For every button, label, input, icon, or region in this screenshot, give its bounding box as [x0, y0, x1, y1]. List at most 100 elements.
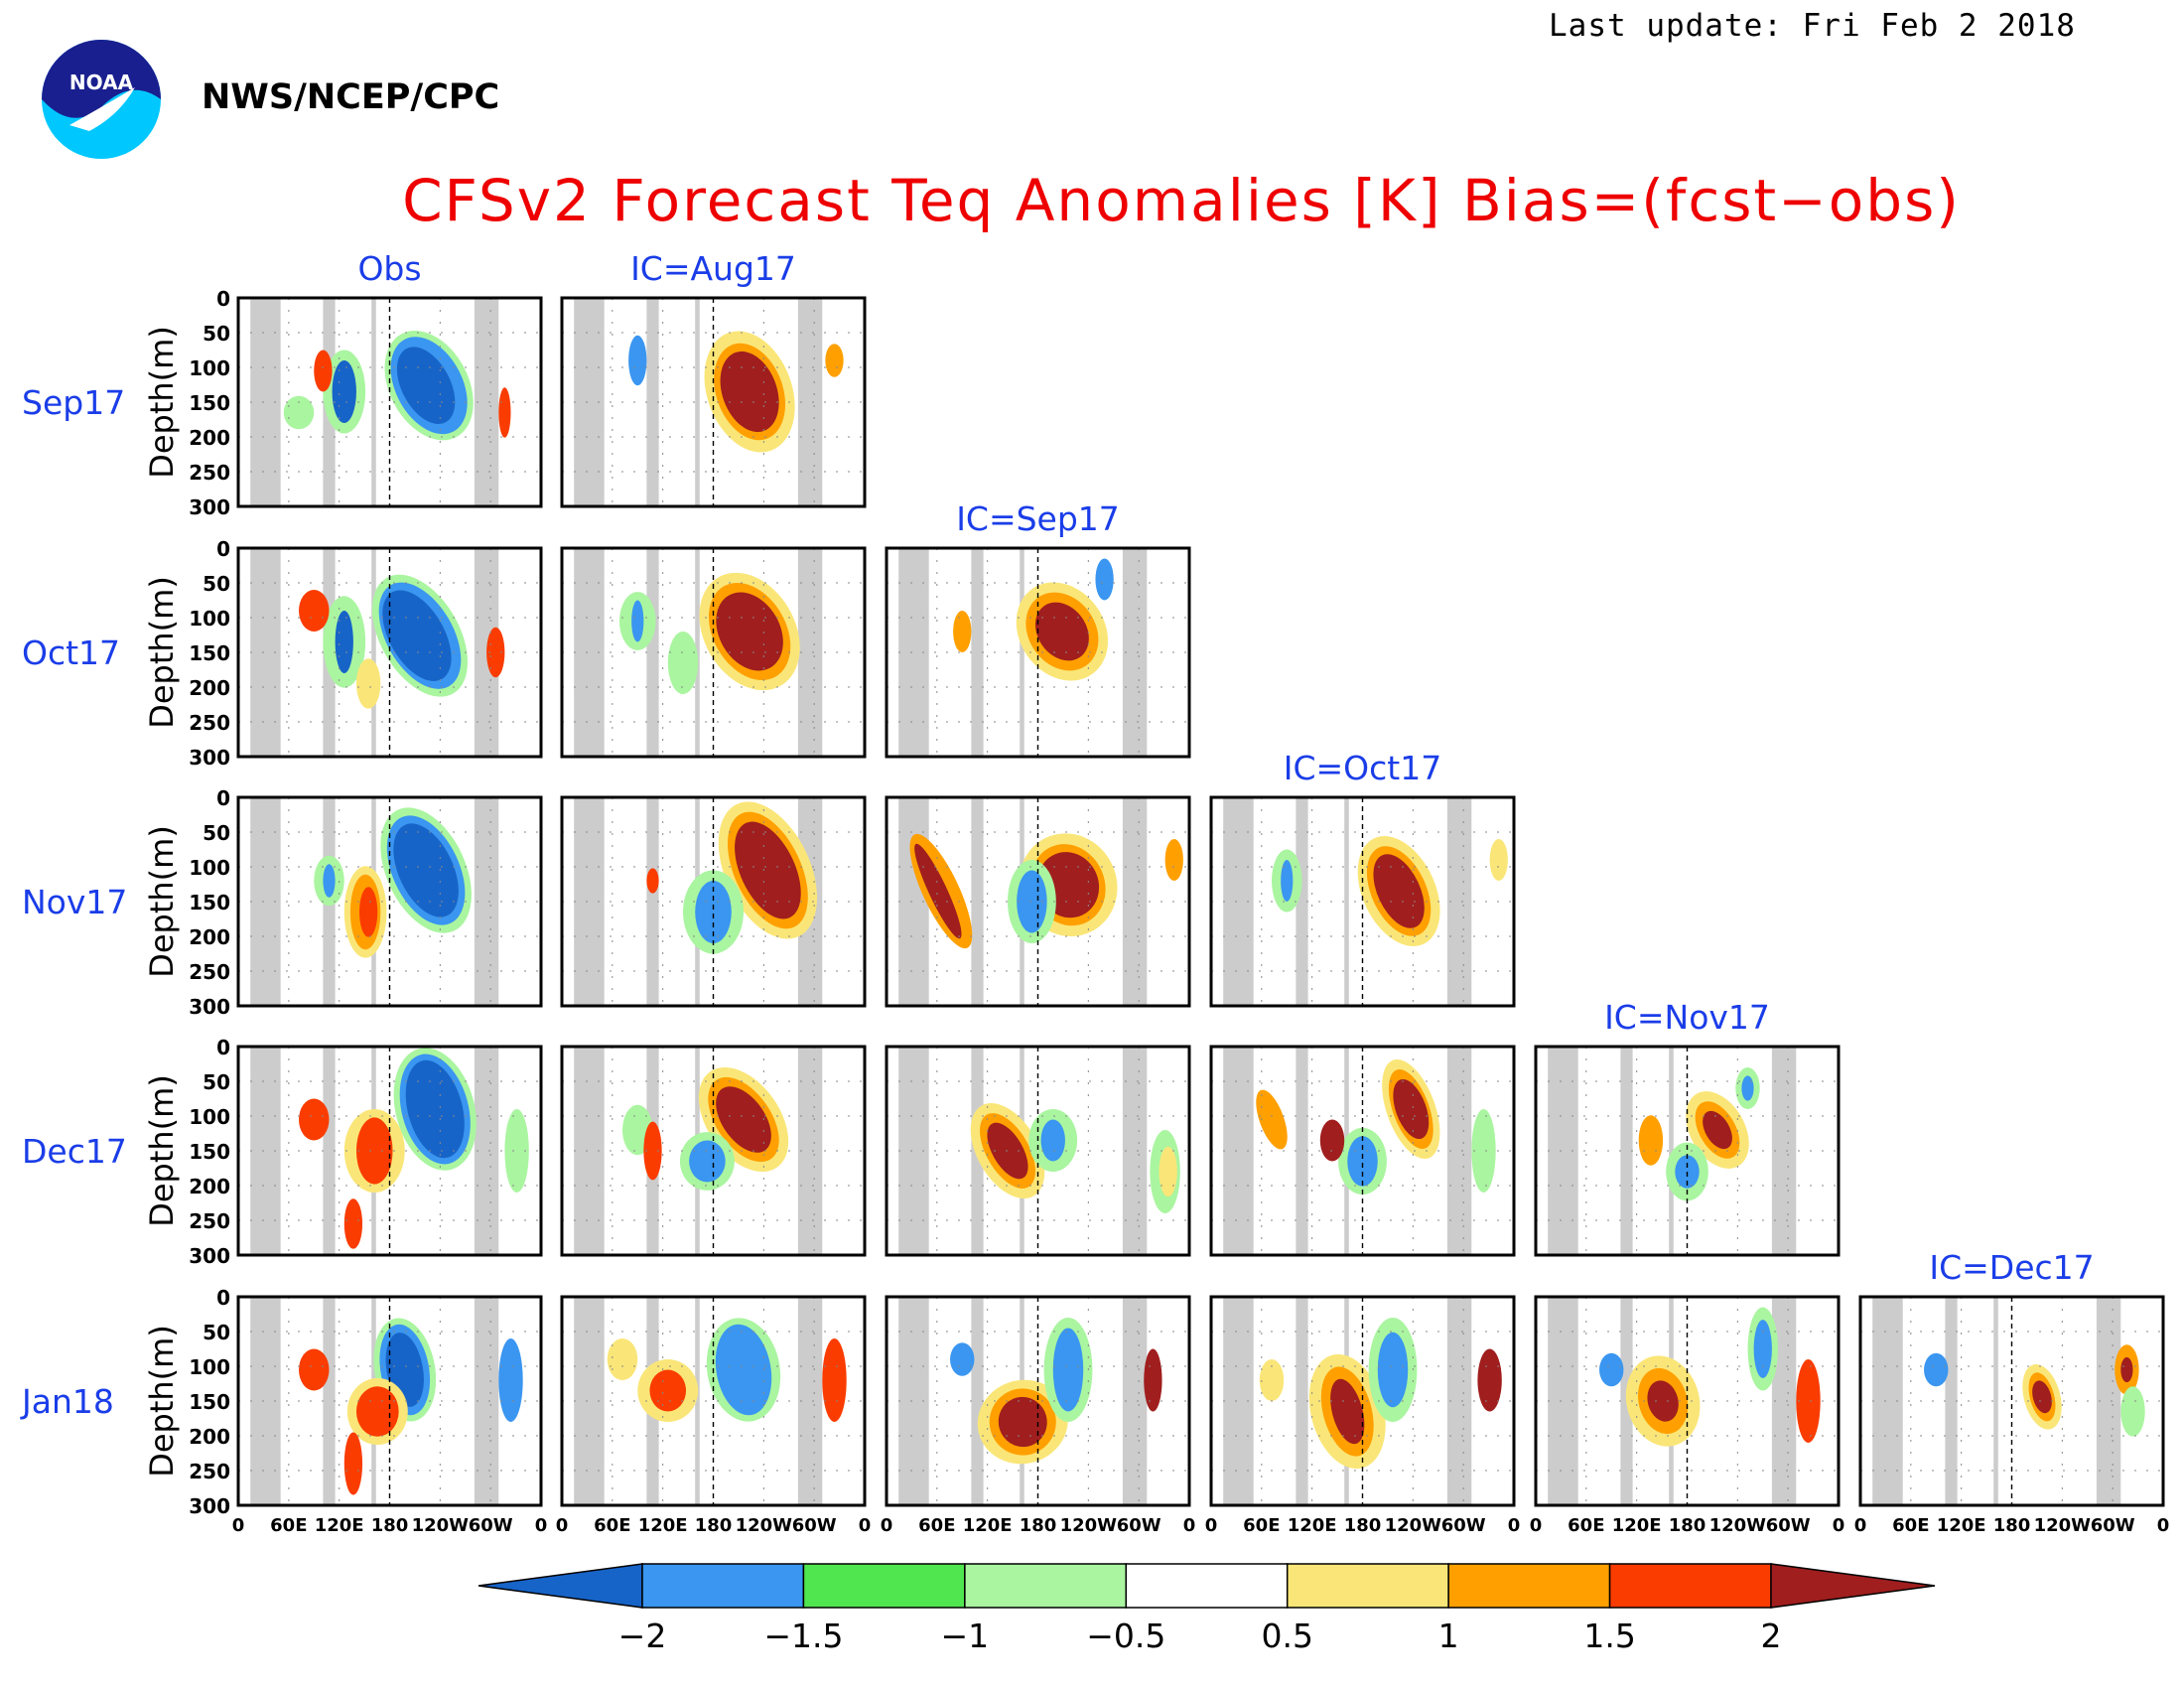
land-mask	[971, 797, 984, 1006]
y-tick-label: 250	[189, 960, 230, 984]
panel-frame	[885, 546, 1191, 759]
last-update-text: Last update: Fri Feb 2 2018	[1549, 8, 2076, 44]
y-tick-label: 250	[189, 1460, 230, 1483]
column-title: Obs	[357, 249, 421, 288]
y-tick-label: 200	[189, 1425, 230, 1449]
land-mask	[574, 298, 605, 506]
y-tick-label: 50	[203, 1321, 230, 1344]
x-tick-label: 60E	[594, 1515, 630, 1536]
y-tick-label: 300	[189, 495, 230, 519]
y-tick-label: 50	[203, 821, 230, 845]
x-tick-label: 120E	[1612, 1515, 1662, 1536]
colorbar-tick-label: −2	[618, 1617, 667, 1655]
row-label: Sep17	[22, 383, 125, 422]
y-tick-label: 200	[189, 925, 230, 949]
anomaly-contour	[1753, 1320, 1772, 1378]
land-mask	[646, 298, 659, 506]
anomaly-contour	[405, 1059, 465, 1159]
x-tick-label: 60W	[2091, 1515, 2135, 1536]
anomaly-contour	[343, 1198, 363, 1249]
x-tick-label: 180	[695, 1515, 733, 1536]
land-mask	[250, 1047, 281, 1255]
anomaly-contour	[1095, 558, 1114, 601]
land-mask	[574, 1297, 605, 1505]
anomaly-contour	[2120, 1386, 2145, 1437]
x-tick-label: 60E	[1243, 1515, 1280, 1536]
land-mask	[250, 548, 281, 757]
colorbar-extend-high	[1770, 1563, 1936, 1609]
land-mask	[574, 1047, 605, 1255]
anomaly-contour	[332, 360, 356, 423]
land-mask	[1620, 1047, 1633, 1255]
anomaly-contour	[355, 1386, 399, 1437]
x-tick-label: 180	[1020, 1515, 1057, 1536]
anomaly-contour	[335, 611, 353, 673]
anomaly-contour	[1489, 839, 1508, 881]
panel-frame	[236, 1295, 543, 1507]
land-mask	[1993, 1297, 1998, 1505]
y-tick-label: 0	[216, 1286, 230, 1310]
anomaly-contour	[825, 344, 844, 377]
colorbar-segment	[964, 1563, 1128, 1609]
y-tick-label: 100	[189, 856, 230, 880]
x-tick-label: 120E	[963, 1515, 1013, 1536]
column-title: IC=Nov17	[1604, 998, 1770, 1037]
anomaly-contour	[1319, 1119, 1345, 1162]
anomaly-contour	[393, 823, 459, 917]
x-tick-label: 60E	[270, 1515, 307, 1536]
x-tick-label: 120W	[1060, 1515, 1118, 1536]
land-mask	[695, 1297, 700, 1505]
y-tick-label: 300	[189, 1244, 230, 1268]
noaa-logo-text: NOAA	[69, 70, 134, 94]
panel-frame	[236, 1045, 543, 1257]
y-tick-label: 100	[189, 356, 230, 380]
anomaly-contour	[689, 1140, 726, 1183]
anomaly-contour	[1330, 1378, 1365, 1445]
y-tick-label: 250	[189, 461, 230, 485]
anomaly-contour	[486, 627, 505, 678]
x-tick-label: 120E	[1937, 1515, 1986, 1536]
panel-frame	[236, 795, 543, 1008]
anomaly-contour	[667, 632, 699, 694]
land-mask	[646, 548, 659, 757]
anomaly-contour	[1377, 1332, 1409, 1408]
land-mask	[574, 797, 605, 1006]
anomaly-contour	[355, 658, 381, 709]
land-mask	[1223, 797, 1254, 1006]
anomaly-contour	[715, 1324, 772, 1416]
y-tick-label: 100	[189, 1105, 230, 1129]
y-tick-label: 50	[203, 1070, 230, 1094]
anomaly-contour	[720, 351, 779, 433]
column-title: IC=Dec17	[1929, 1248, 2094, 1287]
anomaly-contour	[914, 843, 962, 939]
anomaly-contour	[1259, 1359, 1285, 1401]
panel-frame	[1209, 1045, 1516, 1257]
colorbar-tick-label: 0.5	[1261, 1617, 1312, 1655]
x-tick-label: 180	[1993, 1515, 2031, 1536]
x-tick-label: 0	[1508, 1515, 1521, 1536]
panel-frame	[560, 296, 867, 508]
x-tick-label: 0	[1205, 1515, 1218, 1536]
anomaly-contour	[1017, 870, 1047, 933]
anomaly-contour	[498, 387, 511, 438]
anomaly-contour	[631, 600, 644, 642]
anomaly-contour	[998, 1396, 1047, 1448]
anomaly-contour	[1347, 1136, 1378, 1187]
panel-frame	[560, 795, 867, 1008]
y-axis-label: Depth(m)	[143, 1325, 181, 1477]
anomaly-contour	[1638, 1115, 1664, 1166]
anomaly-contour	[343, 1432, 363, 1495]
x-tick-label: 0	[556, 1515, 569, 1536]
land-mask	[1344, 797, 1349, 1006]
x-tick-label: 60W	[469, 1515, 513, 1536]
anomaly-contour	[1647, 1380, 1679, 1422]
anomaly-contour	[1599, 1352, 1624, 1387]
anomaly-contour	[695, 881, 732, 943]
anomaly-contour	[498, 1338, 523, 1422]
land-mask	[371, 548, 376, 757]
anomaly-contour	[822, 1338, 847, 1422]
land-mask	[898, 797, 929, 1006]
panel-frame	[560, 546, 867, 759]
colorbar-tick-label: 1	[1438, 1617, 1459, 1655]
anomaly-contour	[950, 1342, 975, 1376]
